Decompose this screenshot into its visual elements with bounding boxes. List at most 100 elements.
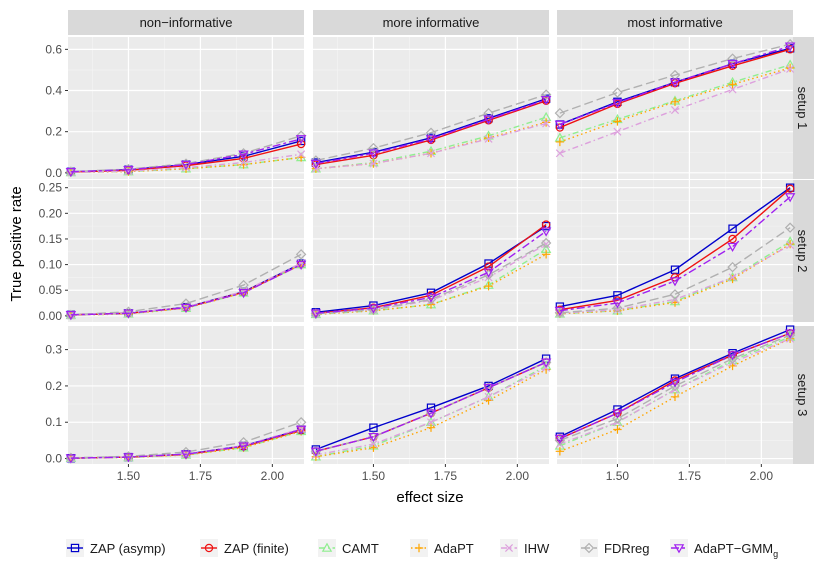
data-point-fdrreg [612, 87, 623, 98]
legend-key-marker [673, 544, 685, 554]
panel-setup-3-more-informative [310, 326, 552, 464]
data-point-fdrreg [727, 353, 738, 364]
legend-label: ZAP (finite) [224, 541, 289, 556]
x-tick-label: 1.50 [117, 469, 141, 483]
data-point-adapt [728, 80, 737, 89]
panel-setup-1-more-informative [310, 37, 552, 179]
series-line-adapt-gmm [70, 428, 302, 459]
x-axis-title: effect size [396, 489, 463, 506]
row-strip [792, 180, 814, 322]
data-point-adapt-gmm [554, 434, 566, 444]
data-point-adapt-gmm [65, 167, 77, 178]
series-line-zap-asymp [559, 187, 791, 308]
data-point-adapt-gmm [180, 450, 192, 460]
series-line-adapt-gmm [559, 45, 791, 126]
series-line-adapt-gmm [559, 196, 791, 312]
data-point-adapt-gmm [65, 311, 77, 321]
data-point-adapt-gmm [784, 193, 796, 203]
data-point-zap-finite [785, 184, 795, 193]
series-line-adapt-gmm [315, 230, 547, 314]
row-strip [792, 37, 814, 179]
data-point-adapt-gmm [238, 442, 249, 452]
legend-entry-ihw: IHW [500, 539, 550, 557]
data-point-zap-finite [728, 234, 737, 244]
data-point-ihw [239, 158, 248, 167]
data-point-adapt-gmm [554, 306, 566, 317]
data-point-zap-asymp [728, 224, 737, 233]
data-point-adapt-gmm [540, 227, 552, 237]
panel-setup-1-non-informative [65, 37, 307, 179]
data-point-adapt-gmm [310, 159, 322, 169]
data-point-ihw [728, 273, 737, 282]
series-line-ihw [70, 153, 302, 174]
data-point-fdrreg [310, 155, 322, 166]
series-line-zap-finite [559, 48, 791, 129]
y-tick-label: 0.15 [39, 232, 63, 246]
series-line-fdrreg [559, 43, 791, 114]
data-point-adapt-gmm [612, 409, 623, 419]
data-point-adapt-gmm [612, 99, 623, 109]
data-point-adapt-gmm [310, 309, 322, 319]
series-line-adapt-gmm [315, 361, 547, 452]
y-tick-label: 0.2 [45, 379, 62, 393]
data-point-adapt-gmm [669, 78, 681, 88]
legend-key [318, 539, 336, 557]
legend-label-subscript: g [773, 549, 778, 559]
data-point-ihw [670, 106, 680, 115]
data-point-ihw [484, 392, 493, 401]
data-point-adapt-gmm [295, 135, 307, 145]
data-point-adapt-gmm [612, 299, 623, 309]
legend-entry-zap-asymp: ZAP (asymp) [66, 539, 166, 557]
data-point-adapt [670, 97, 680, 107]
legend-key-marker [414, 543, 424, 553]
data-point-adapt-gmm [123, 165, 134, 176]
x-tick-label: 2.00 [506, 469, 530, 483]
data-point-adapt-gmm [295, 425, 307, 435]
legend-label: CAMT [342, 541, 379, 556]
data-point-zap-asymp [613, 291, 622, 300]
data-point-fdrreg [368, 142, 379, 154]
data-point-adapt-gmm [238, 288, 249, 299]
data-point-adapt [541, 250, 551, 259]
series-line-fdrreg [315, 93, 547, 162]
data-point-ihw [369, 440, 378, 449]
data-point-fdrreg [295, 249, 307, 260]
column-strip-label: most informative [627, 15, 722, 30]
row-strip-label: setup 3 [795, 374, 810, 417]
y-tick-label: 0.20 [39, 206, 63, 220]
data-point-adapt-gmm [669, 277, 681, 287]
data-point-adapt-gmm [368, 432, 379, 443]
data-point-adapt-gmm [483, 268, 494, 278]
data-point-fdrreg [540, 237, 552, 249]
data-point-adapt [785, 239, 795, 249]
data-point-adapt-gmm [368, 304, 379, 314]
series-line-fdrreg [70, 253, 302, 316]
legend-label: FDRreg [604, 541, 650, 556]
legend-label: IHW [524, 541, 550, 556]
column-strip [313, 10, 549, 35]
data-point-ihw [613, 127, 622, 136]
data-point-adapt-gmm [123, 309, 134, 319]
data-point-adapt-gmm [483, 115, 494, 125]
data-point-fdrreg [425, 127, 437, 138]
x-tick-label: 1.75 [189, 469, 213, 483]
data-point-adapt [484, 281, 493, 291]
data-point-adapt [555, 447, 565, 456]
panel-background [68, 37, 304, 179]
row-strip [792, 326, 814, 464]
data-point-adapt-gmm [425, 409, 437, 419]
legend-entry-adapt-gmm: AdaPT−GMMg [670, 539, 778, 559]
data-point-adapt [426, 423, 436, 432]
data-point-adapt [613, 117, 622, 126]
data-point-fdrreg [483, 107, 494, 119]
data-point-adapt [555, 137, 565, 147]
x-tick-label: 1.50 [362, 469, 386, 483]
panel-background [68, 326, 304, 464]
y-tick-label: 0.0 [45, 452, 62, 466]
data-point-adapt-gmm [295, 260, 307, 271]
legend-entry-adapt: AdaPT [410, 539, 474, 557]
y-tick-label: 0.0 [45, 166, 62, 180]
panel-setup-2-more-informative [310, 180, 552, 322]
data-point-adapt-gmm [238, 150, 249, 160]
data-point-fdrreg [295, 130, 307, 142]
